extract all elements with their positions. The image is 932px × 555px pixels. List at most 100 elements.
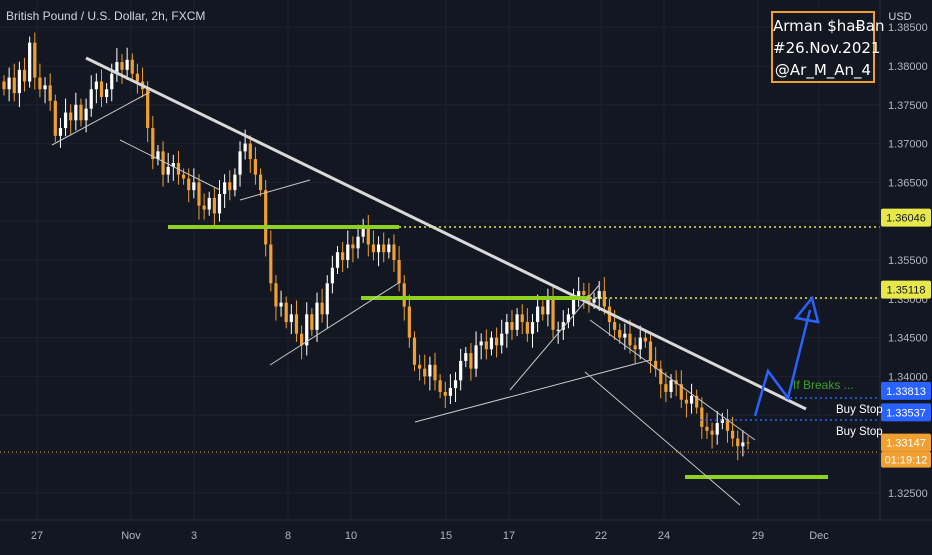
candle-body (484, 341, 488, 350)
annotation-if-breaks: If Breaks ... (793, 378, 854, 392)
candle-body (48, 85, 52, 101)
candle-body (679, 384, 683, 400)
candle-body (212, 197, 216, 214)
candle-body (243, 143, 247, 152)
candle-body (335, 252, 340, 268)
candle-body (392, 244, 396, 260)
channel-line (239, 179, 311, 201)
candle-body (402, 283, 406, 307)
candle-body (571, 298, 576, 315)
candle-body (510, 322, 514, 330)
candle-body (664, 384, 668, 392)
price-tag-label: 1.36046 (886, 213, 926, 225)
projection-arrowhead (793, 295, 820, 324)
candle-body (566, 314, 571, 323)
price-tag (881, 433, 931, 452)
countdown-tag (881, 451, 931, 468)
price-tag-label: 1.33147 (886, 438, 926, 450)
candle-body (284, 302, 288, 323)
candle-body (705, 426, 709, 431)
candle-body (223, 182, 227, 195)
candle-body (541, 306, 545, 315)
candle-body (58, 128, 63, 136)
candle-body (530, 322, 535, 334)
candle-body (346, 244, 350, 260)
candle-body (53, 100, 57, 136)
candle-body (181, 174, 186, 179)
candle-body (130, 59, 134, 74)
candle-body (2, 81, 6, 90)
candle-body (264, 190, 268, 245)
channel-line (589, 319, 756, 441)
price-tag (881, 381, 931, 400)
candle-body (371, 244, 376, 253)
channel-line (584, 371, 741, 506)
candle-body (556, 329, 560, 331)
candle-body (684, 399, 689, 404)
candle-body (582, 291, 586, 295)
candle-body (689, 395, 694, 404)
candle-body (161, 151, 165, 175)
candle-body (412, 337, 417, 365)
candle-body (28, 42, 32, 82)
time-tick-label: 3 (191, 530, 197, 542)
candle-body (423, 368, 427, 377)
candle-body (648, 341, 653, 361)
main-trendline (85, 56, 807, 411)
candle-body (171, 162, 175, 167)
candle-body (356, 236, 360, 249)
price-tick-label: 1.37000 (888, 139, 928, 151)
candle-body (238, 151, 242, 175)
candle-body (22, 69, 27, 82)
candle-body (166, 166, 170, 175)
candle-body (725, 419, 730, 431)
price-tick-label: 1.32500 (888, 488, 928, 500)
annotation-buy-stop-1: Buy Stop (836, 404, 883, 416)
price-tick-label: 1.38500 (888, 22, 928, 34)
candle-body (79, 104, 83, 121)
candle-body (207, 197, 211, 210)
candle-body (269, 244, 273, 284)
candle-body (156, 151, 160, 160)
candle-body (274, 283, 278, 307)
candle-body (464, 353, 468, 361)
chart-title: British Pound / U.S. Dollar, 2h, FXCM (6, 9, 205, 23)
candle-body (443, 391, 447, 396)
candle-body (341, 252, 345, 260)
time-axis[interactable]: 27 Nov 3 8 10 15 17 22 24 29 Dec (31, 530, 829, 542)
candle-body (361, 225, 365, 237)
candle-body (248, 143, 252, 160)
candle-body (638, 337, 642, 350)
price-tags: 1.36046 1.35118 1.33813 1.33537 1.33147 01:19… (881, 208, 931, 468)
candle-body (187, 178, 191, 191)
candle-body (197, 182, 201, 206)
candle-body (12, 77, 16, 94)
candle-body (351, 244, 355, 249)
candle-body (500, 333, 504, 346)
currency-label[interactable]: USD (888, 11, 911, 23)
candle-body (330, 267, 334, 284)
candles (2, 32, 750, 461)
candle-body (366, 225, 370, 245)
price-axis[interactable]: 1.38500 1.38000 1.37500 1.37000 1.36500 1.360… (0, 0, 932, 521)
candle-body (294, 314, 299, 334)
candle-body (38, 77, 42, 90)
candle-body (602, 291, 606, 307)
candle-body (310, 314, 314, 330)
candle-body (623, 333, 627, 338)
candle-body (536, 306, 540, 323)
candle-body (494, 337, 499, 346)
candle-body (74, 104, 78, 121)
candle-body (551, 298, 555, 330)
channel-line (119, 139, 221, 191)
channel-line (51, 91, 151, 146)
candle-body (546, 298, 550, 315)
candle-body (715, 422, 719, 435)
price-tag-label: 1.33537 (886, 407, 926, 419)
candle-body (612, 322, 617, 330)
candle-body (720, 419, 724, 423)
time-tick-label: 17 (503, 530, 515, 542)
price-tag (881, 208, 931, 227)
